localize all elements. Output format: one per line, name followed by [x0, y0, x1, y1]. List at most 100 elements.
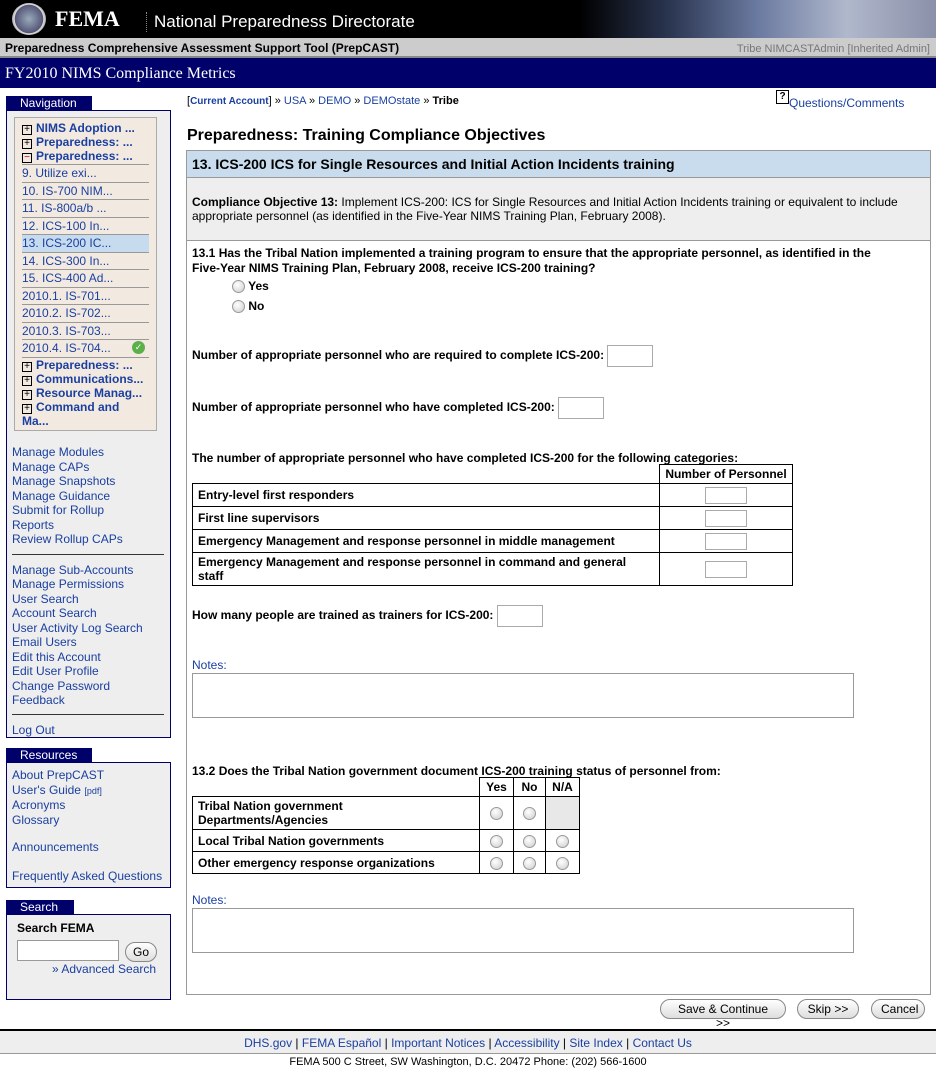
completed-label: Number of appropriate personnel who have… [192, 400, 555, 415]
nav-link[interactable]: Manage CAPs [12, 459, 90, 474]
nav-link[interactable]: Edit User Profile [12, 664, 99, 678]
save-continue-button[interactable]: Save & Continue >> [660, 999, 786, 1030]
nav-link[interactable]: Feedback [12, 693, 65, 707]
nav-item[interactable]: + Command and Ma... [22, 400, 149, 428]
nav-link[interactable]: User Activity Log Search [12, 620, 143, 635]
breadcrumb-demo[interactable]: DEMO [318, 95, 352, 107]
question-13-1: 13.1 Has the Tribal Nation implemented a… [192, 246, 871, 275]
footer-link[interactable]: DHS.gov [244, 1036, 293, 1050]
nav-item[interactable]: + NIMS Adoption ... [22, 121, 149, 135]
yes-radio[interactable] [490, 856, 503, 870]
nav-item[interactable]: 2010.3. IS-703... [22, 323, 149, 340]
nav-link[interactable]: Reports [12, 517, 55, 532]
yes-option[interactable]: Yes [232, 279, 269, 294]
nav-item-label: Resource Manag... [36, 385, 143, 400]
nav-link[interactable]: Submit for Rollup [12, 503, 105, 517]
nav-item[interactable]: + Preparedness: ... [22, 135, 149, 149]
expand-icon[interactable]: + [22, 403, 32, 414]
yes-radio[interactable] [232, 280, 245, 294]
nav-item[interactable]: 10. IS-700 NIM... [22, 183, 149, 200]
page-title: Preparedness: Training Compliance Object… [187, 127, 546, 144]
nav-link[interactable]: Manage Modules [12, 445, 105, 459]
expand-icon[interactable]: + [22, 125, 32, 135]
category-count-input[interactable] [705, 509, 747, 527]
no-radio[interactable] [232, 300, 245, 314]
nav-link[interactable]: User Search [12, 591, 79, 606]
category-count-input[interactable] [705, 532, 747, 550]
glossary-link[interactable]: Glossary [12, 812, 60, 827]
nav-item[interactable]: + Preparedness: ... [22, 358, 149, 372]
acronyms-link[interactable]: Acronyms [12, 798, 66, 812]
nav-link[interactable]: Email Users [12, 635, 77, 649]
no-option[interactable]: No [232, 299, 264, 314]
breadcrumb-usa[interactable]: USA [283, 95, 306, 107]
nav-link[interactable]: Manage Permissions [12, 577, 125, 591]
collapse-icon[interactable]: − [22, 153, 32, 163]
nav-item-label: 11. IS-800a/b ... [22, 201, 107, 215]
nav-item[interactable]: 13. ICS-200 IC... [22, 235, 149, 253]
notes-textarea-1[interactable] [192, 673, 854, 718]
nav-link[interactable]: Manage Sub-Accounts [12, 562, 134, 577]
footer-link[interactable]: Site Index [569, 1036, 623, 1050]
yes-radio[interactable] [490, 807, 503, 821]
cancel-button[interactable]: Cancel [871, 999, 925, 1019]
nav-item[interactable]: 15. ICS-400 Ad... [22, 270, 149, 288]
expand-icon[interactable]: + [22, 139, 32, 149]
expand-icon[interactable]: + [22, 375, 32, 386]
no-radio[interactable] [523, 834, 536, 848]
no-radio[interactable] [523, 856, 536, 870]
faq-link[interactable]: Frequently Asked Questions [12, 868, 163, 883]
nav-link[interactable]: Change Password [12, 678, 111, 693]
about-link[interactable]: About PrepCAST [12, 768, 105, 782]
go-button[interactable]: Go [125, 942, 158, 962]
footer-link[interactable]: FEMA Español [301, 1036, 382, 1050]
category-count-input[interactable] [705, 560, 747, 578]
nav-link[interactable]: Manage Guidance [12, 488, 111, 503]
fema-logo[interactable]: FEMA [55, 6, 120, 31]
questions-comments-link[interactable]: ? Questions/Comments [776, 90, 904, 110]
search-input[interactable] [17, 940, 119, 961]
na-radio[interactable] [556, 856, 569, 870]
no-cell [513, 829, 546, 852]
nav-item[interactable]: − Preparedness: ... [22, 149, 149, 165]
nav-item[interactable]: 2010.2. IS-702... [22, 305, 149, 323]
completed-input[interactable] [558, 397, 605, 419]
breadcrumb-demostate[interactable]: DEMOstate [363, 95, 421, 107]
yes-radio[interactable] [490, 834, 503, 848]
expand-icon[interactable]: + [22, 389, 32, 400]
users-guide-link[interactable]: User's Guide [pdf] [12, 783, 165, 799]
user-info: Tribe NIMCASTAdmin [Inherited Admin] [736, 43, 930, 55]
nav-link[interactable]: Manage Snapshots [12, 474, 116, 488]
expand-icon[interactable]: + [22, 361, 32, 372]
footer-link[interactable]: Contact Us [632, 1036, 692, 1050]
nav-item[interactable]: + Communications... [22, 372, 149, 386]
sep: » [423, 95, 430, 107]
nav-item[interactable]: 2010.4. IS-704... ✓ [22, 340, 149, 358]
nav-link[interactable]: Review Rollup CAPs [12, 532, 123, 546]
nav-link[interactable]: Account Search [12, 606, 97, 620]
skip-button[interactable]: Skip >> [797, 999, 859, 1019]
nav-item[interactable]: + Resource Manag... [22, 386, 149, 400]
yes-cell [479, 851, 514, 874]
nav-link[interactable]: Edit this Account [12, 649, 101, 664]
required-input[interactable] [607, 345, 654, 367]
nav-item[interactable]: 11. IS-800a/b ... [22, 200, 149, 218]
breadcrumb-current-account[interactable]: Current Account [190, 96, 269, 107]
nav-item[interactable]: 9. Utilize exi... [22, 165, 149, 183]
blank-header [192, 777, 480, 797]
footer-link[interactable]: Accessibility [494, 1036, 560, 1050]
nav-item[interactable]: 14. ICS-300 In... [22, 253, 149, 270]
logout-link[interactable]: Log Out [12, 722, 55, 737]
nav-item-label: 15. ICS-400 Ad... [22, 271, 114, 285]
notes-textarea-2[interactable] [192, 908, 854, 953]
announcements-link[interactable]: Announcements [12, 840, 99, 854]
no-radio[interactable] [523, 807, 536, 821]
na-radio[interactable] [556, 834, 569, 848]
category-count-input[interactable] [705, 486, 747, 504]
footer-link[interactable]: Important Notices [391, 1036, 486, 1050]
nav-item[interactable]: 2010.1. IS-701... [22, 288, 149, 305]
trainers-input[interactable] [496, 605, 543, 627]
sep: » [354, 95, 361, 107]
advanced-search-link[interactable]: » Advanced Search [52, 962, 157, 976]
nav-item[interactable]: 12. ICS-100 In... [22, 218, 149, 235]
